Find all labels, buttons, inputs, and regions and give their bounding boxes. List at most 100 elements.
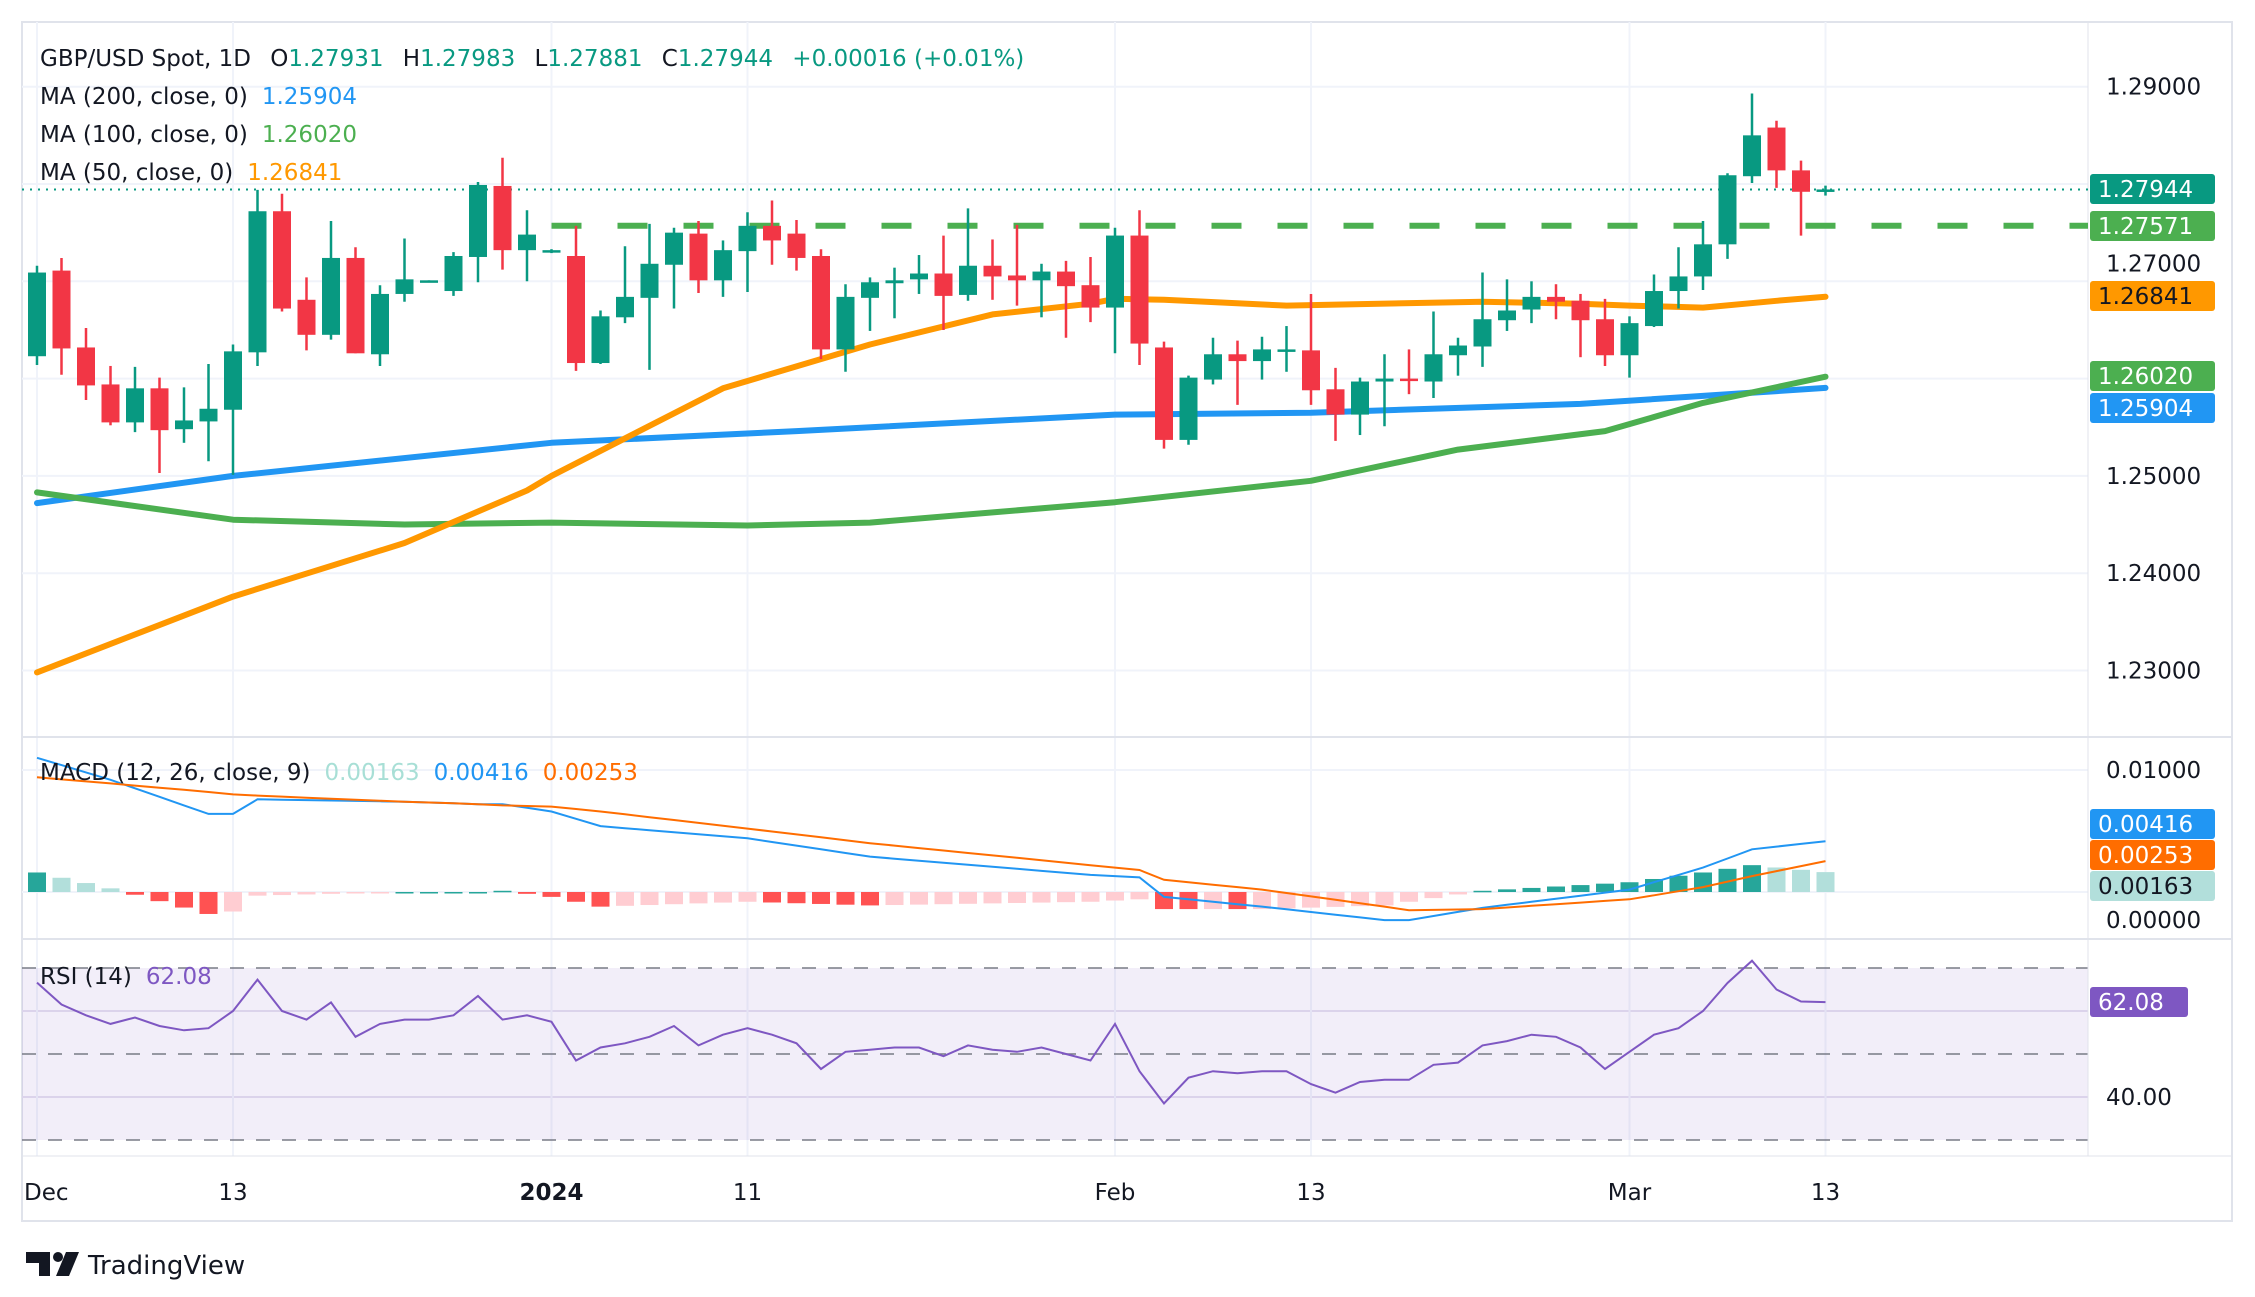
candle-body	[787, 233, 806, 258]
candle-body	[1032, 271, 1051, 281]
candle-body	[371, 293, 389, 355]
candle	[1473, 272, 1492, 367]
rsi-line	[36, 959, 1826, 1106]
hist-price-label: 0.00163	[2090, 871, 2215, 901]
candle	[1179, 375, 1198, 445]
candle	[77, 328, 95, 401]
ma50-legend[interactable]: MA (50, close, 0) 1.26841	[40, 160, 342, 186]
rsi-legend[interactable]: RSI (14) 62.08	[40, 964, 212, 990]
candle	[126, 366, 144, 433]
macd-histogram-bar	[273, 892, 291, 896]
macd-histogram-bar	[1620, 882, 1639, 892]
candle	[28, 265, 46, 365]
macd-histogram-bar	[885, 892, 904, 906]
macd-line	[36, 756, 1826, 922]
rsi-label: RSI (14)	[40, 964, 132, 990]
candle	[101, 365, 120, 426]
macd-price-label: 0.00416	[2090, 809, 2215, 839]
macd-histogram-bar	[1375, 892, 1394, 906]
candle	[1081, 256, 1100, 323]
high-label: H	[403, 46, 420, 72]
tradingview-logo-icon	[26, 1252, 79, 1276]
time-axis[interactable]: Dec 13 2024 11 Feb 13 Mar 13	[24, 1180, 1840, 1206]
macd-histogram-bar	[836, 892, 855, 905]
candle-body	[836, 296, 855, 350]
rsi-price-label: 62.08	[2090, 987, 2188, 1018]
change-value: +0.00016 (+0.01%)	[792, 46, 1024, 72]
ma100-price-label-bg	[2090, 361, 2215, 391]
candle-body	[175, 420, 193, 430]
macd-histogram-bar	[1155, 892, 1173, 910]
candle	[346, 247, 365, 354]
macd-histogram-bar	[1816, 872, 1835, 892]
macd-histogram-bar	[1130, 892, 1149, 900]
candle-body	[28, 272, 46, 357]
candle-body	[1155, 347, 1173, 440]
ma100-legend[interactable]: MA (100, close, 0) 1.26020	[40, 122, 357, 148]
candle-body	[1204, 354, 1222, 380]
hist-price-label-text: 0.00163	[2098, 874, 2193, 900]
macd-histogram-bar	[493, 890, 512, 893]
price-label-boxes: 1.27944 1.27571 1.26841 1.26020 1.25904 0.004…	[2090, 174, 2215, 1018]
macd-legend[interactable]: MACD (12, 26, close, 9) 0.00163 0.00416 0.0…	[40, 760, 638, 786]
candle-body	[934, 273, 953, 296]
ma200-legend[interactable]: MA (200, close, 0) 1.25904	[40, 84, 357, 110]
candle-body	[1326, 389, 1345, 415]
time-tick-label: 13	[218, 1180, 247, 1206]
candle-body	[1522, 296, 1541, 310]
candle	[1571, 293, 1590, 358]
candle-body	[444, 256, 463, 292]
signal-price-label-bg	[2090, 840, 2215, 870]
candle-body	[322, 257, 340, 335]
macd-histogram-bar	[199, 892, 218, 914]
macd-histogram-bar	[1277, 892, 1296, 909]
price-axis[interactable]: 1.29000 1.27000 1.25000 1.24000 1.23000 0.010…	[2106, 75, 2201, 1111]
candle	[1228, 340, 1247, 405]
macd-hist-value: 0.00163	[324, 760, 419, 786]
candle-body	[1277, 349, 1296, 352]
macd-histogram-bar	[175, 892, 193, 908]
open-label: O	[270, 46, 288, 72]
candle-body	[1008, 275, 1026, 281]
candle	[1057, 260, 1075, 338]
macd-label: MACD (12, 26, close, 9)	[40, 760, 310, 786]
macd-histogram-bar	[1179, 892, 1198, 910]
macd-histogram-bar	[518, 892, 536, 894]
candle-body	[1106, 235, 1124, 308]
ma200-line	[34, 384, 1829, 507]
macd-histogram-bar	[689, 892, 708, 904]
candle	[150, 377, 169, 473]
time-tick-label: 13	[1811, 1180, 1840, 1206]
candle-body	[1718, 175, 1737, 245]
macd-histogram-bar	[1081, 892, 1100, 902]
candle-body	[518, 234, 536, 251]
signal-value: 0.00253	[543, 760, 638, 786]
macd-histogram-bar	[1228, 892, 1247, 910]
candle-body	[959, 265, 977, 295]
candle-body	[738, 225, 757, 252]
candle-body	[812, 256, 830, 350]
close-value: 1.27944	[678, 46, 773, 72]
low-label: L	[535, 46, 548, 72]
open-value: 1.27931	[288, 46, 383, 72]
tradingview-logo[interactable]: TradingView	[26, 1251, 245, 1281]
level-price-label-bg	[2090, 211, 2215, 241]
macd-histogram-bar	[910, 892, 928, 905]
symbol-label[interactable]: GBP/USD Spot, 1D	[40, 46, 251, 72]
macd-histogram-bar	[542, 892, 561, 897]
candle	[934, 235, 953, 330]
ma100-value: 1.26020	[262, 122, 357, 148]
price-tick-label: 1.29000	[2106, 75, 2201, 101]
candle	[248, 189, 267, 366]
candle-body	[885, 280, 904, 284]
candle-body	[591, 316, 610, 364]
candles	[28, 93, 1835, 475]
macd-histogram-bar	[1204, 892, 1222, 910]
candle-body	[297, 299, 316, 335]
price-tick-label: 1.23000	[2106, 659, 2201, 685]
macd-histogram-bar	[787, 892, 806, 904]
candle-body	[150, 388, 169, 431]
candle	[1008, 224, 1026, 306]
candle	[1400, 349, 1418, 395]
